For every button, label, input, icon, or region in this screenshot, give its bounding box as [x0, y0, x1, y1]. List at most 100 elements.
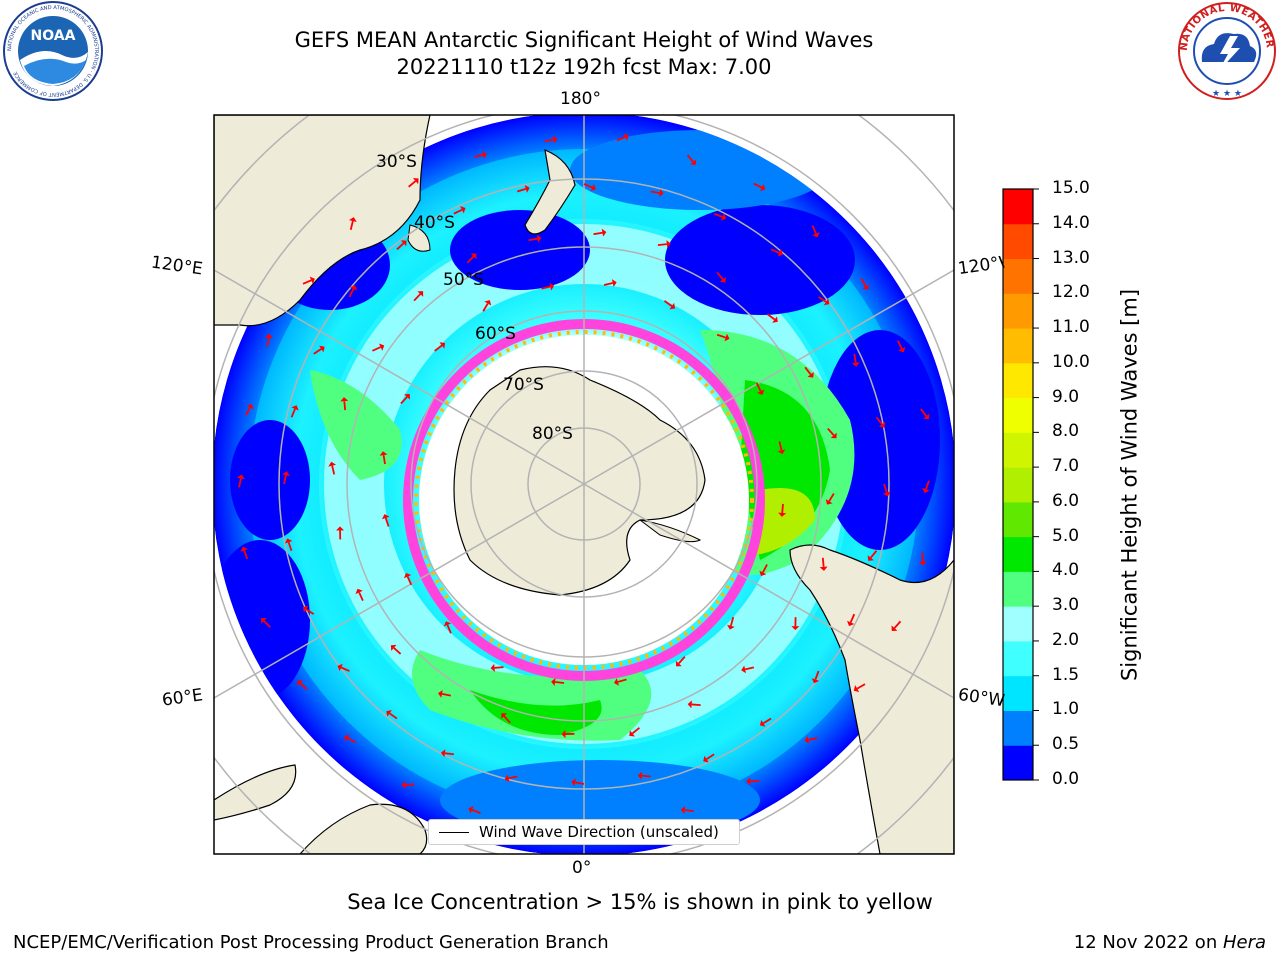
colorbar-tick-label: 13.0: [1052, 247, 1090, 268]
wave-direction-arrow: [444, 752, 454, 756]
wave-direction-arrow: [243, 550, 249, 560]
wave-direction-arrowhead: [719, 276, 726, 283]
wave-direction-arrowhead: [328, 461, 337, 467]
noaa-logo: NOAA NATIONAL OCEANIC AND ATMOSPHERIC AD…: [3, 1, 103, 101]
wave-direction-arrow: [434, 344, 443, 352]
lon-label-180: 180°: [560, 89, 601, 109]
wave-direction-arrow: [753, 182, 763, 189]
lat-label-30s: 30°S: [376, 152, 417, 172]
wave-direction-arrowhead: [348, 217, 357, 222]
colorbar-segment: [1003, 606, 1033, 642]
wave-direction-arrowhead: [400, 240, 407, 247]
colorbar-tick-label: 11.0: [1052, 317, 1090, 338]
machine-name: Hera: [1222, 932, 1266, 953]
lat-label-70s: 70°S: [503, 375, 544, 395]
wave-direction-arrowhead: [891, 625, 898, 632]
wave-direction-arrowhead: [404, 394, 410, 400]
wave-direction-arrow: [494, 666, 504, 669]
africa-land: [299, 803, 428, 854]
wave-direction-arrow: [544, 138, 554, 143]
wave-direction-arrowhead: [862, 284, 870, 290]
wave-direction-arrow: [384, 517, 390, 527]
chart-subtitle: 20221110 t12z 192h fcst Max: 7.00: [396, 55, 772, 79]
wave-direction-arrow: [897, 340, 903, 350]
lat-label-60s: 60°S: [475, 324, 516, 344]
wave-direction-arrowhead: [482, 151, 487, 159]
wave-direction-arrow: [875, 416, 883, 425]
wave-direction-arrowhead: [246, 403, 254, 410]
wave-direction-arrow: [245, 407, 251, 416]
wave-direction-arrowhead: [823, 298, 830, 306]
run-date: 12 Nov 2022 on Hera: [1073, 932, 1266, 953]
wave-direction-arrow: [849, 613, 856, 623]
wave-direction-arrow: [372, 346, 381, 352]
wave-direction-arrow: [471, 809, 481, 814]
wave-direction-arrowhead: [878, 421, 886, 428]
wave-direction-arrowhead: [390, 644, 397, 651]
wave-direction-arrow: [856, 683, 866, 690]
low-wave-patch: [450, 210, 590, 290]
wave-direction-arrow: [713, 212, 723, 218]
colorbar-segment: [1003, 362, 1033, 399]
wave-direction-arrowhead: [918, 561, 927, 566]
wave-direction-arrowhead: [552, 135, 558, 144]
colorbar-segment: [1003, 640, 1033, 677]
wave-direction-arrowhead: [680, 806, 686, 815]
wave-direction-arrowhead: [791, 626, 800, 631]
wave-direction-arrowhead: [561, 730, 566, 739]
wave-direction-arrowhead: [340, 397, 349, 402]
colorbar: [1003, 188, 1039, 781]
wave-direction-arrow: [593, 231, 603, 236]
wave-direction-arrow: [770, 248, 780, 254]
wave-direction-arrowhead: [811, 678, 820, 684]
wave-direction-arrow: [313, 348, 322, 355]
lon-label-0: 0°: [572, 858, 592, 878]
wave-direction-arrow: [508, 775, 518, 780]
wave-direction-arrowhead: [439, 342, 446, 349]
wave-direction-arrow: [657, 243, 667, 247]
colorbar-tick-label: 14.0: [1052, 212, 1090, 233]
chart-title: GEFS MEAN Antarctic Significant Height o…: [294, 28, 874, 52]
wave-direction-arrow: [283, 475, 287, 485]
colorbar-segment: [1003, 397, 1033, 433]
wave-direction-arrow: [541, 285, 551, 290]
wave-direction-arrow: [641, 774, 651, 778]
colorbar-tick-label: 9.0: [1052, 386, 1080, 407]
wave-direction-arrowhead: [923, 413, 930, 420]
wave-direction-arrowhead: [623, 133, 629, 141]
wave-direction-arrowhead: [468, 806, 474, 814]
wave-direction-arrowhead: [851, 362, 860, 367]
wave-direction-arrow: [408, 180, 417, 188]
wave-direction-arrowhead: [237, 474, 245, 480]
wave-direction-arrowhead: [812, 232, 820, 238]
wave-direction-arrowhead: [778, 512, 787, 517]
wave-direction-arrowhead: [536, 234, 542, 243]
wave-direction-arrowhead: [690, 159, 697, 166]
wave-direction-arrowhead: [819, 566, 828, 571]
wave-direction-arrow: [331, 465, 336, 475]
wave-direction-arrowhead: [898, 346, 906, 353]
lat-label-50s: 50°S: [443, 270, 484, 290]
wave-direction-arrow: [744, 666, 755, 671]
wave-direction-arrowhead: [551, 678, 556, 687]
colorbar-tick-label: 12.0: [1052, 282, 1090, 303]
wave-direction-arrowhead: [601, 228, 607, 237]
wave-direction-arrowhead: [336, 526, 345, 531]
wave-direction-arrow: [921, 552, 924, 562]
map-frame: [213, 114, 955, 855]
wave-direction-arrow: [686, 154, 694, 163]
wave-direction-arrow: [389, 712, 398, 720]
nws-logo: NATIONAL WEATHER SERVICE ★ ★ ★: [1176, 0, 1276, 100]
wave-direction-arrow: [349, 220, 354, 231]
wave-direction-arrowhead: [777, 249, 784, 257]
wave-direction-arrow: [762, 717, 772, 725]
wave-direction-arrowhead: [284, 538, 293, 544]
wave-direction-arrow: [827, 427, 835, 436]
wave-direction-arrowhead: [355, 588, 363, 595]
wave-direction-arrowhead: [882, 491, 891, 497]
colorbar-tick-label: 1.5: [1052, 664, 1080, 685]
wave-direction-arrowhead: [438, 689, 443, 698]
wave-direction-arrowhead: [847, 620, 855, 627]
wave-direction-arrowhead: [379, 451, 388, 456]
wave-direction-arrow: [811, 225, 817, 235]
